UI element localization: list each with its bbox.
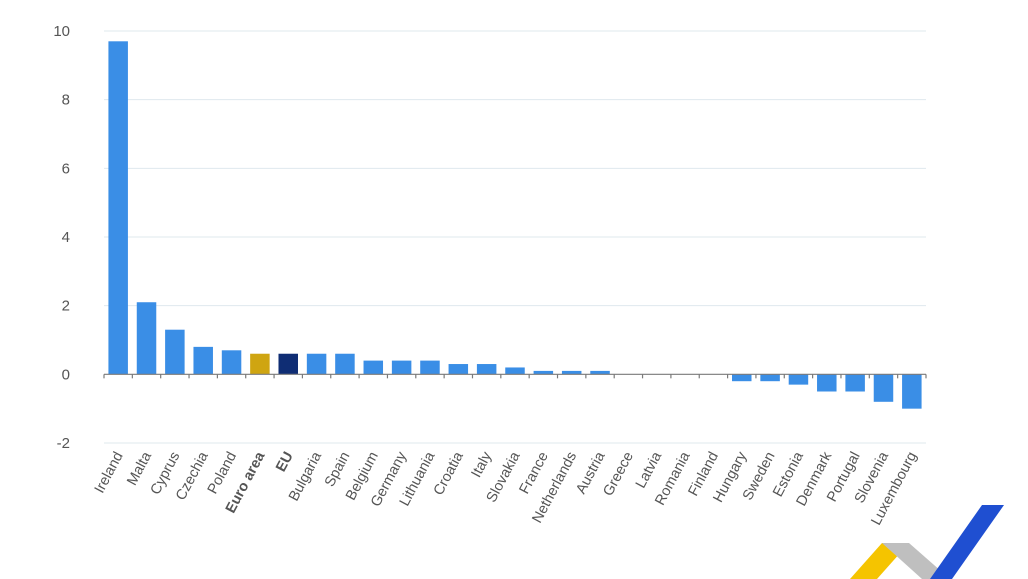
stripe-logo (850, 505, 1004, 579)
bar-estonia (788, 374, 809, 385)
bar-eu (278, 353, 298, 375)
bar-ireland (108, 41, 128, 375)
bar-portugal (845, 374, 865, 392)
bar-denmark (817, 374, 837, 392)
y-tick-label: 10 (53, 23, 70, 40)
bar-poland (221, 350, 242, 375)
bar-croatia (448, 364, 469, 375)
y-tick-label: 6 (62, 160, 70, 177)
y-tick-label: 0 (62, 366, 70, 383)
bar-luxembourg (902, 374, 922, 409)
logo-grey-stripe (882, 543, 950, 579)
logo-blue-stripe (930, 505, 1004, 579)
x-category-label: Italy (469, 449, 496, 481)
bar-netherlands (561, 370, 582, 375)
bar-euro-area (250, 353, 270, 375)
y-tick-label: -2 (57, 435, 70, 452)
x-category-label: EU (273, 449, 297, 474)
bar-hungary (732, 374, 752, 382)
bar-spain (335, 353, 355, 375)
bar-austria (590, 370, 610, 375)
bar-sweden (760, 374, 780, 382)
bar-germany (391, 360, 412, 375)
bar-italy (476, 364, 497, 375)
y-tick-label: 2 (62, 298, 70, 315)
y-tick-label: 4 (62, 229, 70, 246)
bar-cyprus (165, 329, 185, 375)
y-axis-ticks: -2 0 2 4 6 8 10 (53, 23, 70, 452)
bars (108, 41, 922, 409)
bar-slovakia (505, 367, 525, 375)
x-category-label: Ireland (92, 449, 127, 496)
bar-czechia (193, 346, 213, 375)
bar-lithuania (420, 360, 440, 375)
gridlines (104, 30, 926, 444)
y-tick-label: 8 (62, 92, 70, 109)
bar-belgium (363, 360, 384, 375)
bar-france (533, 370, 554, 375)
x-axis (103, 373, 927, 379)
bar-bulgaria (306, 353, 327, 375)
bar-malta (136, 302, 157, 375)
bar-slovenia (873, 374, 894, 402)
